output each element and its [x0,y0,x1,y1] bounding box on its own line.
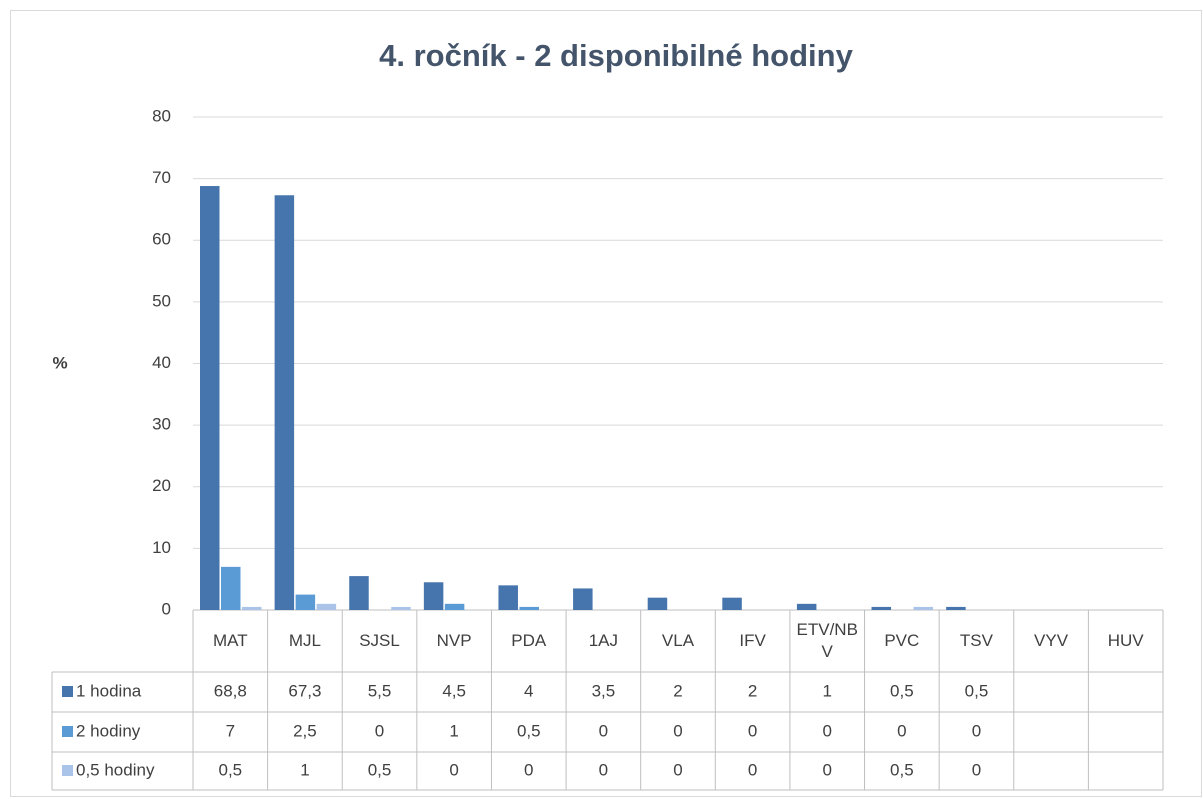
table-value: 0 [599,721,608,740]
x-tick-label: ETV/NBV [796,620,858,661]
bar [221,566,241,610]
x-tick-label: MJL [288,631,321,650]
bar [946,606,966,610]
table-value: 4,5 [442,681,466,700]
table-value: 5,5 [368,681,392,700]
table-value: 0,5 [368,760,392,779]
table-value: 2 [748,681,757,700]
table-value: 0 [897,721,906,740]
bar [295,594,316,610]
table-value: 0 [599,760,608,779]
bar [722,597,742,610]
table-value: 0 [822,760,831,779]
x-tick-label: 1AJ [588,631,619,650]
bar [391,606,411,610]
table-value: 1 [449,721,458,740]
chart-title: 4. ročník - 2 disponibilné hodiny [379,38,853,73]
legend-label: 2 hodiny [76,721,141,740]
bar [796,603,817,610]
x-tick-label: HUV [1107,631,1144,650]
table-value: 0 [673,721,682,740]
x-tick-label: PVC [884,631,920,650]
legend-swatch [62,765,73,776]
x-tick-label: PDA [511,631,547,650]
bar [274,195,295,611]
table-value: 4 [524,681,533,700]
bar [242,606,262,610]
y-tick-label: 70 [152,168,171,187]
x-tick-label: IFV [739,631,766,650]
table-value: 3,5 [592,681,616,700]
chart-border [10,10,1202,797]
table-value: 0 [972,721,981,740]
y-tick-label: 0 [162,599,171,618]
table-value: 0 [748,760,757,779]
table-value: 0 [524,760,533,779]
bar [913,606,934,610]
table-value: 0 [375,721,384,740]
bar [444,603,465,610]
table-value: 0,5 [517,721,541,740]
legend-swatch [62,726,73,737]
legend-label: 1 hodina [76,681,142,700]
table-value: 1 [822,681,831,700]
bar [519,606,539,610]
y-tick-label: 10 [152,538,171,557]
bar [573,588,593,610]
table-value: 2 [673,681,682,700]
x-tick-label: VYV [1034,631,1069,650]
y-tick-label: 40 [152,353,171,372]
y-tick-label: 20 [152,476,171,495]
table-value: 0,5 [965,681,989,700]
bar [871,606,892,610]
table-value: 0,5 [890,760,914,779]
table-value: 0 [748,721,757,740]
x-tick-label: TSV [959,631,993,650]
x-tick-label: VLA [661,631,695,650]
y-tick-label: 50 [152,291,171,310]
table-value: 0 [449,760,458,779]
table-value: 0 [822,721,831,740]
bar [200,186,220,610]
x-tick-label: NVP [436,631,472,650]
table-value: 1 [300,760,309,779]
y-tick-label: 80 [152,106,171,125]
table-value: 7 [226,721,235,740]
y-tick-label: 30 [152,415,171,434]
table-value: 0 [972,760,981,779]
table-value: 2,5 [293,721,317,740]
table-value: 68,8 [214,681,247,700]
x-tick-label: MAT [212,631,248,650]
legend-label: 0,5 hodiny [76,760,155,779]
table-value: 0,5 [890,681,914,700]
legend-swatch [62,686,73,697]
y-tick-label: 60 [152,230,171,249]
x-tick-label: SJSL [359,631,400,650]
bar [647,597,668,610]
table-value: 67,3 [288,681,321,700]
table-value: 0 [673,760,682,779]
table-value: 0,5 [218,760,242,779]
y-axis-label: % [52,353,67,372]
bar [423,582,444,610]
bar [349,576,369,610]
bar [498,585,518,610]
bar [316,603,337,610]
